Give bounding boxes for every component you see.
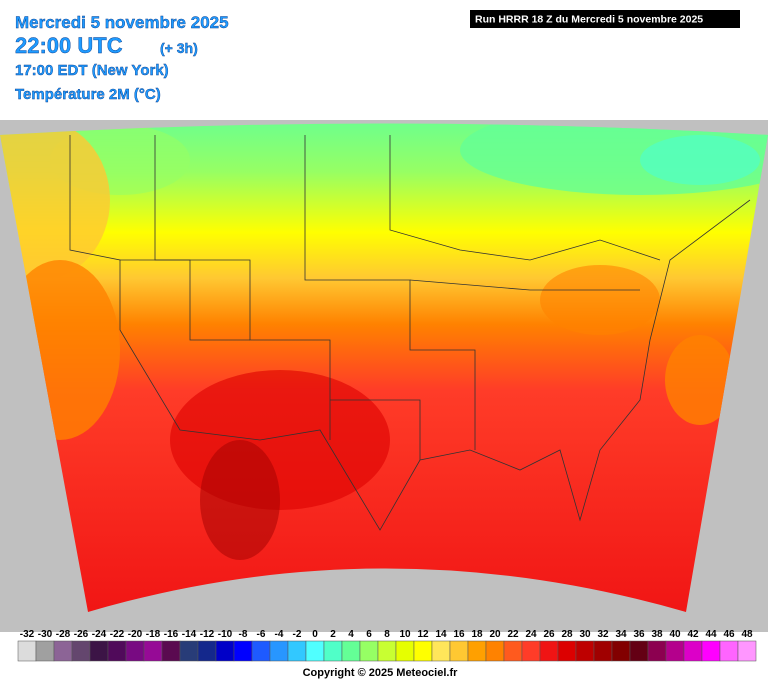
legend-swatch bbox=[233, 640, 253, 662]
legend-label: -10 bbox=[218, 629, 233, 640]
legend-swatch bbox=[467, 640, 487, 662]
legend-label: -18 bbox=[146, 629, 161, 640]
legend-swatch bbox=[395, 640, 415, 662]
legend-swatch bbox=[413, 640, 433, 662]
legend-label: 16 bbox=[453, 629, 465, 640]
legend-swatch bbox=[71, 640, 91, 662]
legend-label: 20 bbox=[489, 629, 501, 640]
legend-swatch bbox=[665, 640, 685, 662]
legend-swatch bbox=[251, 640, 271, 662]
legend-swatch bbox=[341, 640, 361, 662]
legend-label: 46 bbox=[723, 629, 735, 640]
legend-label: -4 bbox=[275, 629, 284, 640]
legend-swatch bbox=[125, 640, 145, 662]
legend-swatch bbox=[485, 640, 505, 662]
legend-swatch bbox=[161, 640, 181, 662]
legend-label: 36 bbox=[633, 629, 645, 640]
legend-swatch bbox=[521, 640, 541, 662]
legend-swatch bbox=[17, 640, 37, 662]
legend-label: -12 bbox=[200, 629, 215, 640]
legend-label: 12 bbox=[417, 629, 429, 640]
legend-label: 30 bbox=[579, 629, 591, 640]
legend-label: 44 bbox=[705, 629, 717, 640]
legend-label: 22 bbox=[507, 629, 519, 640]
legend-swatch bbox=[323, 640, 343, 662]
legend-label: 10 bbox=[399, 629, 411, 640]
legend-label: 42 bbox=[687, 629, 699, 640]
legend-swatch bbox=[359, 640, 379, 662]
legend-swatch bbox=[683, 640, 703, 662]
legend-swatch bbox=[539, 640, 559, 662]
legend-swatch bbox=[593, 640, 613, 662]
borders bbox=[69, 135, 751, 531]
legend-label: 6 bbox=[366, 629, 372, 640]
legend-label: 18 bbox=[471, 629, 483, 640]
copyright: Copyright © 2025 Meteociel.fr bbox=[303, 667, 459, 679]
legend-swatch bbox=[35, 640, 55, 662]
utc-time: 22:00 UTC bbox=[15, 33, 123, 58]
offset: (+ 3h) bbox=[160, 40, 198, 56]
parameter: Température 2M (°C) bbox=[15, 86, 161, 103]
legend-swatch bbox=[629, 640, 649, 662]
legend-label: 26 bbox=[543, 629, 555, 640]
legend-label: 28 bbox=[561, 629, 573, 640]
legend-swatch bbox=[611, 640, 631, 662]
legend-label: -24 bbox=[92, 629, 107, 640]
local-time: 17:00 EDT (New York) bbox=[15, 62, 169, 79]
legend-swatch bbox=[503, 640, 523, 662]
legend-label: 48 bbox=[741, 629, 753, 640]
run-label: Run HRRR 18 Z du Mercredi 5 novembre 202… bbox=[475, 14, 703, 26]
legend-swatch bbox=[287, 640, 307, 662]
legend-swatch bbox=[143, 640, 163, 662]
legend-swatch bbox=[53, 640, 73, 662]
legend-swatch bbox=[575, 640, 595, 662]
legend-label: -20 bbox=[128, 629, 143, 640]
legend-swatch bbox=[431, 640, 451, 662]
legend-label: 14 bbox=[435, 629, 447, 640]
legend-swatch bbox=[107, 640, 127, 662]
date: Mercredi 5 novembre 2025 bbox=[15, 13, 229, 32]
legend-swatch bbox=[647, 640, 667, 662]
legend-swatch bbox=[89, 640, 109, 662]
run-box bbox=[470, 10, 740, 28]
legend-swatch bbox=[737, 640, 757, 662]
legend-label: 34 bbox=[615, 629, 627, 640]
legend-label: -6 bbox=[257, 629, 266, 640]
legend-label: 4 bbox=[348, 629, 354, 640]
legend-label: -30 bbox=[38, 629, 53, 640]
legend-label: -16 bbox=[164, 629, 179, 640]
legend-label: 32 bbox=[597, 629, 609, 640]
legend-swatch bbox=[269, 640, 289, 662]
legend-label: 24 bbox=[525, 629, 537, 640]
legend-swatch bbox=[179, 640, 199, 662]
legend-label: 0 bbox=[312, 629, 318, 640]
legend-label: -28 bbox=[56, 629, 71, 640]
legend: -32 -30 -28 -26 -24 -22 -20 -18 -16 -14 -12 -10 -8 -6… bbox=[17, 629, 757, 662]
legend-swatch bbox=[305, 640, 325, 662]
legend-swatch bbox=[449, 640, 469, 662]
legend-label: 40 bbox=[669, 629, 681, 640]
legend-label: 2 bbox=[330, 629, 336, 640]
legend-swatch bbox=[197, 640, 217, 662]
legend-swatch bbox=[377, 640, 397, 662]
legend-label: -14 bbox=[182, 629, 197, 640]
legend-label: -32 bbox=[20, 629, 35, 640]
legend-label: -2 bbox=[293, 629, 302, 640]
legend-label: -22 bbox=[110, 629, 125, 640]
legend-swatch bbox=[557, 640, 577, 662]
temperature-field bbox=[0, 123, 768, 612]
legend-label: -8 bbox=[239, 629, 248, 640]
legend-label: 8 bbox=[384, 629, 390, 640]
legend-label: -26 bbox=[74, 629, 89, 640]
legend-swatch bbox=[215, 640, 235, 662]
legend-label: 38 bbox=[651, 629, 663, 640]
legend-swatch bbox=[719, 640, 739, 662]
legend-swatch bbox=[701, 640, 721, 662]
